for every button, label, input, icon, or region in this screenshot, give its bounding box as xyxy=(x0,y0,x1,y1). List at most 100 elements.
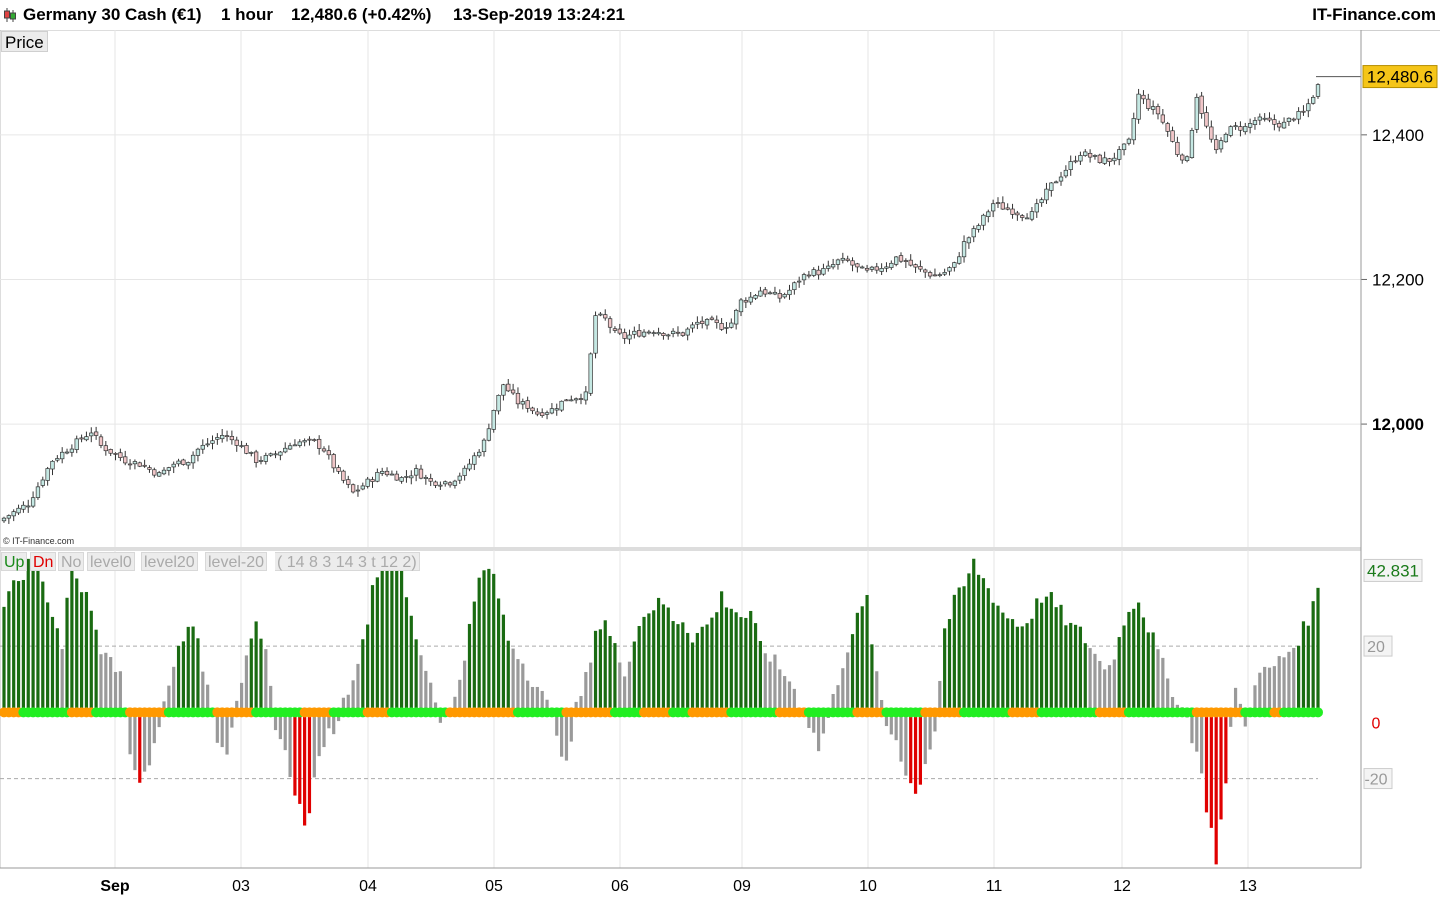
histogram-bar xyxy=(700,626,704,713)
histogram-bar xyxy=(690,642,695,713)
histogram-bar xyxy=(341,697,346,713)
candle-body xyxy=(103,445,108,452)
candle-body xyxy=(1238,126,1243,131)
histogram-bar xyxy=(1141,617,1146,713)
candle-body xyxy=(525,400,530,409)
histogram-bar xyxy=(676,624,680,713)
candle-body xyxy=(719,323,724,330)
legend-dn[interactable]: Dn xyxy=(30,552,57,571)
candle-body xyxy=(60,451,65,460)
histogram-bar xyxy=(1287,651,1291,713)
histogram-bar xyxy=(957,587,961,713)
histogram-bar xyxy=(1136,602,1141,713)
histogram-bar xyxy=(603,620,607,713)
candle-body xyxy=(462,467,467,476)
candle-body xyxy=(908,259,913,266)
candle-body xyxy=(1180,154,1185,161)
histogram-bar xyxy=(1112,659,1116,713)
histogram-bar xyxy=(540,690,544,713)
histogram-bar xyxy=(1103,669,1107,713)
candle-body xyxy=(186,462,191,466)
candle-body xyxy=(1247,123,1253,128)
candle-body xyxy=(16,507,21,514)
legend-level20[interactable]: level20 xyxy=(141,552,198,571)
candle-body xyxy=(961,241,967,258)
histogram-bar xyxy=(278,712,282,740)
histogram-bar xyxy=(492,573,496,713)
histogram-bar xyxy=(783,676,787,713)
legend-level0[interactable]: level0 xyxy=(87,552,135,571)
histogram-bar xyxy=(720,591,724,713)
histogram-bar xyxy=(1224,712,1228,784)
histogram-bar xyxy=(516,659,520,713)
candle-body xyxy=(898,255,904,262)
instrument-name[interactable]: Germany 30 Cash (€1) xyxy=(23,5,202,24)
candle-body xyxy=(21,504,26,510)
histogram-bar xyxy=(530,686,535,713)
candle-body xyxy=(772,291,778,295)
brand-label[interactable]: IT-Finance.com xyxy=(1312,5,1436,24)
candle-body xyxy=(986,211,991,217)
histogram-bar xyxy=(913,712,918,794)
candle-body xyxy=(375,472,380,482)
candle-body xyxy=(258,460,264,462)
histogram-bar xyxy=(535,686,539,713)
candle-body xyxy=(826,265,831,269)
histogram-bar xyxy=(1073,624,1078,713)
histogram-bar xyxy=(1069,622,1073,713)
candle-body xyxy=(1228,126,1233,136)
current-price-tag xyxy=(1362,65,1438,89)
histogram-bar xyxy=(1195,712,1199,752)
histogram-bar xyxy=(467,623,472,713)
histogram-bar xyxy=(656,597,661,713)
legend-level-20[interactable]: level-20 xyxy=(205,552,268,571)
histogram-bar xyxy=(375,577,379,713)
price-panel-label[interactable]: Price xyxy=(1,31,48,52)
candle-body xyxy=(748,296,753,303)
histogram-bar xyxy=(569,712,573,742)
histogram-bar xyxy=(560,712,564,757)
candle-body xyxy=(152,469,157,476)
candle-body xyxy=(142,464,147,467)
candle-body xyxy=(389,473,395,476)
histogram-bar xyxy=(608,635,612,713)
candle-body xyxy=(1301,110,1306,113)
histogram-bar xyxy=(1156,649,1160,713)
candle-body xyxy=(627,334,632,340)
candle-body xyxy=(11,511,16,517)
histogram-bar xyxy=(351,680,355,713)
chart-area[interactable]: Sep 03 04 05 06 09 10 11 12 13 12,000 12,200 12,400 1… xyxy=(0,30,1440,900)
histogram-bar xyxy=(225,712,229,755)
histogram-bar xyxy=(84,591,89,713)
timeframe-label[interactable]: 1 hour xyxy=(221,5,273,24)
candle-body xyxy=(864,268,870,271)
histogram-bar xyxy=(686,632,690,713)
candle-body xyxy=(195,448,201,456)
chart-title-bar: Germany 30 Cash (€1) 1 hour 12,480.6 (+0… xyxy=(0,0,1440,31)
candle-body xyxy=(89,432,94,437)
histogram-bar xyxy=(836,685,840,713)
histogram-bar xyxy=(254,621,258,713)
histogram-bar xyxy=(938,680,942,713)
legend-no[interactable]: No xyxy=(58,552,85,571)
candle-body xyxy=(811,269,816,276)
histogram-bar xyxy=(884,712,889,727)
candle-body xyxy=(1267,117,1272,121)
indicator-level-label: 0 xyxy=(1372,715,1381,732)
histogram-bar xyxy=(875,671,879,713)
histogram-bar xyxy=(1117,637,1121,713)
legend-up[interactable]: Up xyxy=(1,552,28,571)
candle-body xyxy=(569,399,574,402)
candle-body xyxy=(835,259,841,265)
histogram-bar xyxy=(1297,645,1301,713)
candle-body xyxy=(510,389,516,394)
candle-body xyxy=(724,327,729,329)
candle-body xyxy=(1126,138,1132,144)
histogram-bar xyxy=(1127,611,1131,713)
histogram-bar xyxy=(385,557,389,713)
candle-body xyxy=(350,484,356,493)
candle-body xyxy=(346,479,351,485)
histogram-bar xyxy=(1282,657,1286,713)
candle-body xyxy=(1029,211,1035,220)
histogram-bar xyxy=(816,712,821,752)
